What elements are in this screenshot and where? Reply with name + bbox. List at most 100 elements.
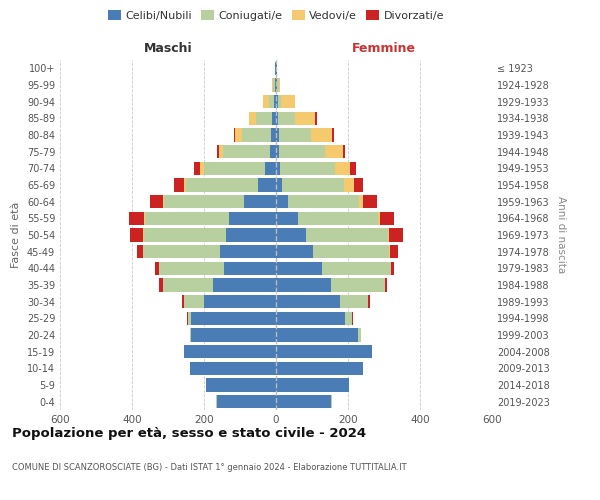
Bar — [204, 295, 276, 308]
Bar — [355, 178, 364, 192]
Bar — [279, 145, 325, 158]
Bar — [388, 228, 389, 241]
Text: Maschi: Maschi — [143, 42, 193, 55]
Bar — [244, 195, 276, 208]
Bar — [390, 245, 398, 258]
Bar — [350, 162, 356, 175]
Bar — [164, 195, 244, 208]
Bar — [242, 128, 271, 141]
Bar — [305, 228, 388, 241]
Bar — [315, 112, 317, 125]
Bar — [358, 328, 361, 342]
Bar — [130, 228, 143, 241]
Bar — [335, 162, 350, 175]
Bar — [143, 228, 226, 241]
Bar — [274, 95, 276, 108]
Bar — [194, 162, 200, 175]
Bar — [159, 278, 163, 291]
Bar — [188, 312, 191, 325]
Bar — [275, 78, 276, 92]
Bar — [271, 128, 276, 141]
Bar — [389, 228, 403, 241]
Bar — [276, 362, 363, 375]
Bar — [322, 262, 391, 275]
Bar — [265, 162, 276, 175]
Bar — [217, 395, 276, 408]
Bar — [331, 395, 332, 408]
Bar — [272, 112, 276, 125]
Bar — [352, 312, 353, 325]
Bar — [298, 212, 378, 225]
Bar — [144, 212, 145, 225]
Bar — [130, 212, 144, 225]
Bar — [276, 328, 358, 342]
Bar — [190, 362, 276, 375]
Bar — [344, 178, 355, 192]
Bar — [378, 212, 380, 225]
Bar — [278, 78, 280, 92]
Bar — [276, 162, 280, 175]
Text: COMUNE DI SCANZOROSCIATE (BG) - Dati ISTAT 1° gennaio 2024 - Elaborazione TUTTIT: COMUNE DI SCANZOROSCIATE (BG) - Dati IST… — [12, 462, 407, 471]
Bar — [184, 295, 204, 308]
Bar — [276, 295, 340, 308]
Bar — [331, 278, 385, 291]
Bar — [275, 62, 276, 75]
Bar — [190, 328, 191, 342]
Bar — [277, 78, 278, 92]
Bar — [269, 145, 276, 158]
Bar — [363, 195, 377, 208]
Bar — [220, 245, 276, 258]
Bar — [276, 62, 277, 75]
Bar — [163, 195, 164, 208]
Bar — [340, 295, 368, 308]
Bar — [186, 178, 258, 192]
Bar — [287, 195, 359, 208]
Bar — [269, 95, 274, 108]
Bar — [174, 178, 184, 192]
Bar — [359, 195, 363, 208]
Bar — [343, 145, 345, 158]
Bar — [276, 378, 349, 392]
Bar — [272, 78, 274, 92]
Bar — [332, 128, 334, 141]
Text: Popolazione per età, sesso e stato civile - 2024: Popolazione per età, sesso e stato civil… — [12, 428, 366, 440]
Bar — [150, 195, 163, 208]
Legend: Celibi/Nubili, Coniugati/e, Vedovi/e, Divorzati/e: Celibi/Nubili, Coniugati/e, Vedovi/e, Di… — [103, 6, 449, 25]
Bar — [276, 228, 305, 241]
Bar — [163, 278, 213, 291]
Bar — [281, 95, 295, 108]
Bar — [233, 128, 235, 141]
Bar — [276, 312, 345, 325]
Bar — [276, 245, 313, 258]
Bar — [155, 262, 159, 275]
Bar — [184, 345, 276, 358]
Bar — [256, 112, 272, 125]
Bar — [276, 212, 298, 225]
Bar — [276, 78, 277, 92]
Bar — [206, 378, 276, 392]
Bar — [391, 262, 394, 275]
Bar — [276, 95, 278, 108]
Bar — [217, 145, 219, 158]
Bar — [145, 212, 229, 225]
Text: Femmine: Femmine — [352, 42, 416, 55]
Bar — [187, 312, 188, 325]
Bar — [143, 245, 220, 258]
Bar — [380, 212, 394, 225]
Bar — [182, 295, 184, 308]
Bar — [215, 395, 217, 408]
Bar — [263, 95, 269, 108]
Bar — [229, 212, 276, 225]
Bar — [159, 262, 224, 275]
Bar — [184, 178, 186, 192]
Bar — [278, 112, 295, 125]
Bar — [276, 262, 322, 275]
Bar — [274, 78, 275, 92]
Y-axis label: Fasce di età: Fasce di età — [11, 202, 21, 268]
Bar — [280, 162, 335, 175]
Bar — [279, 128, 311, 141]
Bar — [295, 112, 315, 125]
Bar — [200, 162, 204, 175]
Bar — [137, 245, 143, 258]
Bar — [389, 245, 390, 258]
